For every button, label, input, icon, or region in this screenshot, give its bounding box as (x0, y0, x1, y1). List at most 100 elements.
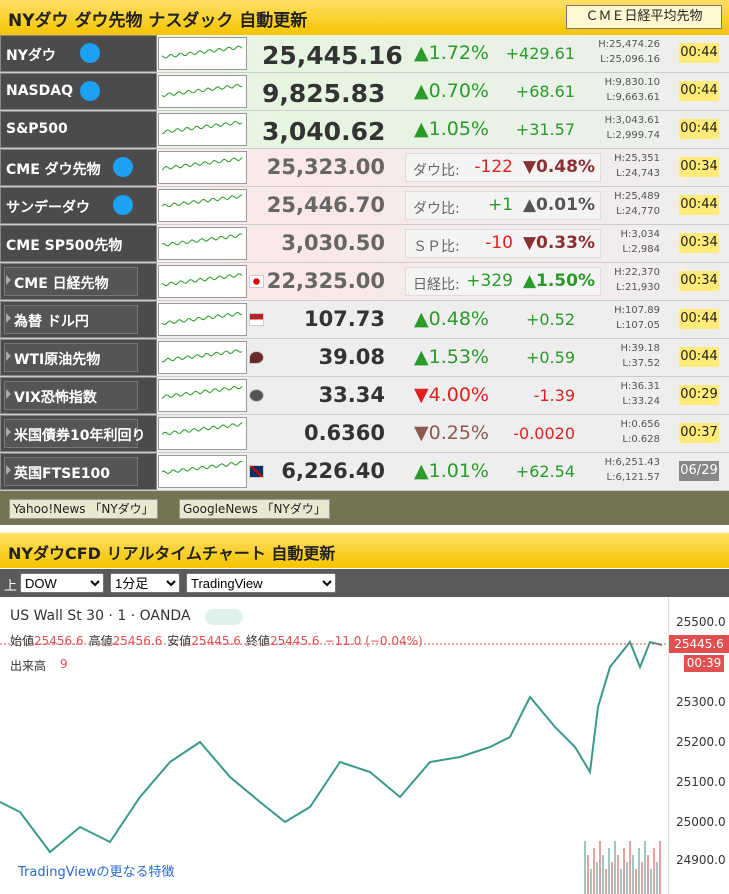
mini-chart-svg (161, 194, 243, 208)
chart-area (0, 597, 729, 894)
ratio-pct: ▼0.48% (522, 157, 595, 177)
price-label: 25100.0 (676, 775, 726, 789)
change-pct: ▲1.72% (414, 42, 489, 64)
high: H:39.18 (620, 343, 660, 354)
time: 00:34 (679, 157, 719, 177)
low: L:2,984 (622, 244, 660, 255)
ratio-box (405, 153, 601, 182)
change-pct: ▲1.53% (414, 346, 489, 368)
mini-chart-svg (161, 157, 243, 171)
select-source[interactable]: TradingView (186, 573, 336, 593)
select-symbol[interactable]: DOW (20, 573, 104, 593)
mini-chart (158, 455, 247, 488)
ratio-pct: ▲1.50% (522, 271, 595, 291)
time: 00:44 (679, 81, 719, 101)
time: 00:44 (679, 119, 719, 139)
flag-icon (249, 351, 264, 364)
twitter-icon (113, 195, 133, 215)
volume-bar (614, 841, 616, 894)
mini-chart-svg (161, 461, 243, 475)
high: H:25,489 (614, 191, 660, 202)
mini-line (161, 385, 243, 399)
change-diff: +68.61 (515, 82, 575, 101)
countdown: 00:39 (684, 655, 724, 672)
volume-bar (659, 841, 661, 894)
high: H:22,370 (614, 267, 660, 278)
select-interval[interactable]: 1分足 (110, 573, 180, 593)
triangle (6, 427, 11, 437)
change-diff: -1.39 (533, 386, 575, 405)
mini-line (161, 311, 243, 326)
low: L:2,999.74 (606, 130, 660, 141)
name-cell (0, 73, 157, 110)
ohlc-label: 始値 (10, 634, 35, 648)
volume-bar (587, 855, 589, 894)
volume-bar (623, 848, 625, 894)
high: H:36.31 (620, 381, 660, 392)
change-diff: +62.54 (515, 462, 575, 481)
mini-line (161, 84, 243, 98)
mini-chart (158, 303, 247, 336)
mini-chart (158, 227, 247, 260)
row-name: NYダウ (6, 48, 56, 64)
change-pct: ▲0.48% (414, 308, 489, 330)
name-inset (4, 343, 138, 372)
high: H:3,043.61 (604, 115, 660, 126)
price-label: 25000.0 (676, 815, 726, 829)
row-name: CME SP500先物 (6, 238, 123, 254)
price-line (0, 640, 663, 854)
high: H:25,351 (614, 153, 660, 164)
controls-prefix: 上 (4, 579, 18, 594)
change-pct: ▼4.00% (414, 384, 489, 406)
cme-nikkei-button[interactable]: ＣＭＥ日経平均先物 (566, 5, 722, 29)
ratio-diff: -10 (485, 233, 513, 253)
flag-icon (249, 275, 264, 288)
section-bar (0, 533, 729, 568)
triangle (6, 275, 11, 285)
row-name: CME 日経先物 (14, 276, 109, 292)
volume-bar (584, 841, 586, 894)
time: 06/29 (679, 461, 719, 481)
section-title: NYダウCFD リアルタイムチャート 自動更新 (8, 544, 336, 563)
volume-bar (656, 862, 658, 894)
ratio-diff: +1 (487, 195, 513, 215)
high: H:6,251.43 (604, 457, 660, 468)
volume-bar (605, 869, 607, 894)
mini-chart-svg (161, 233, 243, 247)
change-pct: ▲0.70% (414, 80, 489, 102)
row-name: 英国FTSE100 (14, 466, 110, 482)
news-link[interactable]: Yahoo!News 「NYダウ」 (9, 499, 158, 519)
time: 00:29 (679, 385, 719, 405)
ratio-diff: +329 (466, 271, 513, 291)
mini-chart (158, 265, 247, 298)
price-label: 24900.0 (676, 853, 726, 867)
price-label: 25300.0 (676, 695, 726, 709)
mini-chart (158, 75, 247, 108)
change-diff: +0.52 (525, 310, 575, 329)
tv-footer[interactable]: TradingViewの更なる特徴 (18, 865, 175, 880)
change-pct: ▲1.05% (414, 118, 489, 140)
ratio-label: ダウ比: (413, 163, 460, 179)
ratio-pct: ▼0.33% (522, 233, 595, 253)
change-diff: +31.57 (515, 120, 575, 139)
time: 00:44 (679, 195, 719, 215)
mini-chart (158, 37, 247, 70)
ratio-box (405, 267, 601, 296)
volume-bar (620, 869, 622, 894)
price: 25,323.00 (266, 155, 385, 179)
change-pct: ▲1.01% (414, 460, 489, 482)
volume-bar (596, 862, 598, 894)
name-inset (4, 267, 138, 296)
row-name: サンデーダウ (6, 200, 90, 216)
last-price: 25445.6 (669, 635, 729, 653)
news-link[interactable]: GoogleNews 「NYダウ」 (179, 499, 330, 519)
ohlc-value: 25456.6 (34, 634, 84, 648)
volume-bar (650, 869, 652, 894)
time: 00:44 (679, 309, 719, 329)
time: 00:34 (679, 233, 719, 253)
mini-line (161, 233, 243, 247)
status-dots (205, 609, 243, 625)
twitter-icon (80, 43, 100, 63)
twitter-icon (113, 157, 133, 177)
